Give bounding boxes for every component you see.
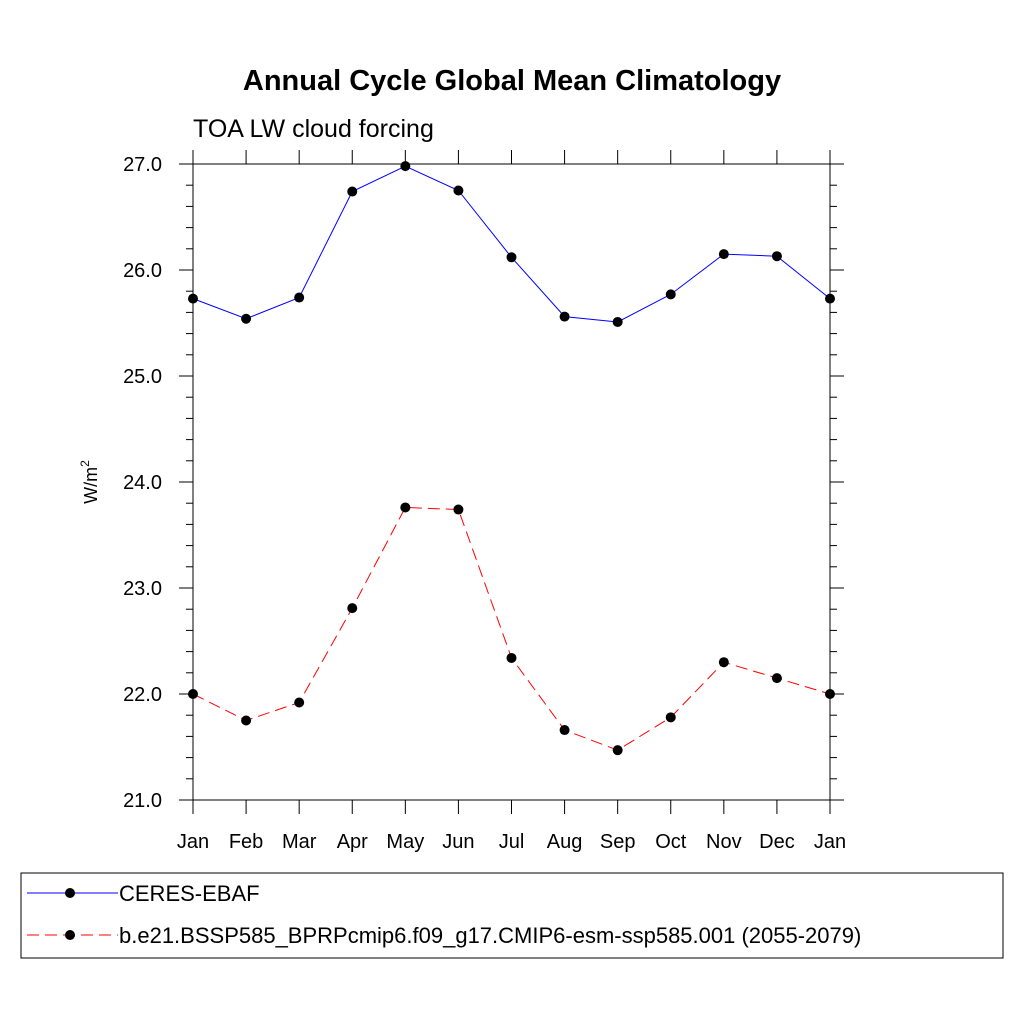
series-1-point [559,725,570,736]
series-1-point [612,745,623,756]
plot-area: 21.0 22.0 23.0 24.0 25.0 26.0 27.0 Jan Feb Mar Apr… [123,150,846,853]
series-0-point [665,289,676,300]
y-axis-label-text: W/m [81,467,101,504]
series-0-point [506,252,517,263]
x-tick-label: Jul [499,831,525,853]
series-0-point [347,186,358,197]
y-tick-label: 24.0 [123,472,162,494]
series-1-point [294,697,305,708]
legend-marker-0 [65,888,75,898]
series-0-point [825,293,835,304]
series-0-point [294,292,305,303]
series-0-point [453,185,464,196]
series-1-point [188,689,198,699]
series-1-point [400,502,411,513]
y-tick-label: 27.0 [123,154,162,176]
y-tick-label: 21.0 [123,790,162,812]
y-tick-label: 22.0 [123,684,162,706]
series-line-1 [192,506,831,751]
series-0-point [612,316,623,327]
x-tick-label: Jun [442,831,474,853]
legend-label-1: b.e21.BSSP585_BPRPcmip6.f09_g17.CMIP6-es… [119,923,861,948]
chart-subtitle: TOA LW cloud forcing [193,115,434,143]
x-tick-label: Aug [547,831,583,853]
legend-marker-1 [65,930,75,940]
x-tick-label: Dec [759,831,795,853]
series-0-point [400,161,411,172]
series-0-point [188,293,198,304]
series-1-point [718,657,729,668]
x-tick-label: Oct [655,831,687,853]
x-tick-label: Mar [282,831,317,853]
series-0-point [241,313,252,324]
series-0-point [718,249,729,260]
x-tick-label: Apr [337,831,368,853]
series-1-point [347,603,358,614]
y-axis-label-superscript: 2 [78,460,92,467]
series-1-point [506,652,517,663]
series-1-point [771,673,782,684]
legend-box [20,872,1004,959]
x-tick-label: Jan [814,831,846,853]
series-line-0 [192,165,831,323]
x-tick-label: Nov [706,831,742,853]
series-1-point [453,504,464,515]
series-0-point [771,251,782,262]
series-0-point [559,311,570,322]
x-tick-label: Feb [229,831,263,853]
series-1-point [665,712,676,723]
y-tick-label: 25.0 [123,366,162,388]
y-tick-label: 26.0 [123,260,162,282]
x-tick-label: Sep [600,831,636,853]
legend-label-0: CERES-EBAF [119,881,260,906]
x-tick-label: Jan [177,831,209,853]
legend: CERES-EBAF b.e21.BSSP585_BPRPcmip6.f09_g1… [20,872,1004,959]
chart-title: Annual Cycle Global Mean Climatology [243,65,781,97]
series-1-point [825,689,835,699]
series-1-point [241,715,252,726]
x-tick-label: May [386,831,424,853]
y-axis-label: W/m2 [78,460,101,504]
y-tick-label: 23.0 [123,578,162,600]
